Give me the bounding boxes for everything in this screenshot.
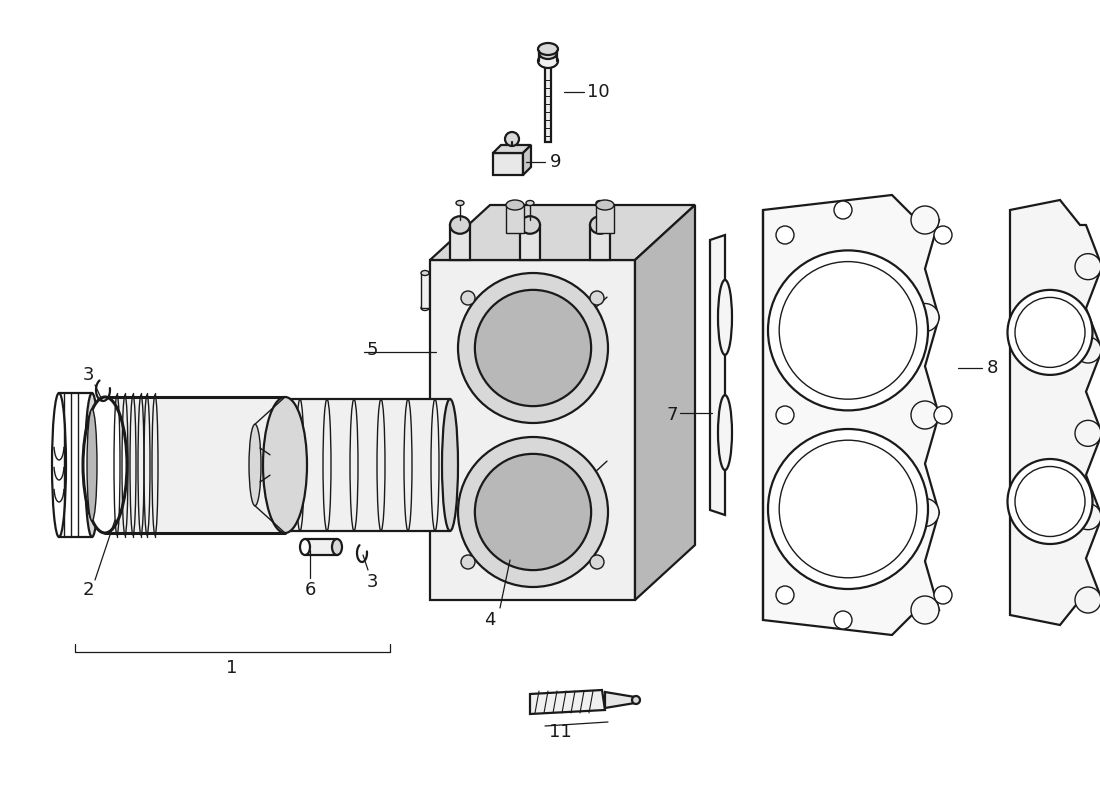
Polygon shape (450, 225, 470, 260)
Ellipse shape (442, 399, 458, 531)
Ellipse shape (538, 54, 558, 68)
Polygon shape (506, 205, 524, 233)
Ellipse shape (535, 235, 651, 351)
Ellipse shape (911, 303, 939, 331)
Polygon shape (530, 690, 605, 714)
Ellipse shape (590, 555, 604, 569)
Text: 8: 8 (987, 359, 998, 377)
Text: 7: 7 (667, 406, 678, 424)
Polygon shape (421, 273, 429, 308)
Polygon shape (596, 205, 614, 233)
Ellipse shape (475, 290, 591, 406)
Polygon shape (635, 205, 695, 600)
Ellipse shape (1008, 459, 1092, 544)
Ellipse shape (911, 498, 939, 526)
Ellipse shape (518, 382, 668, 532)
Ellipse shape (538, 43, 558, 55)
Polygon shape (59, 393, 92, 537)
Ellipse shape (421, 270, 429, 275)
Text: 1: 1 (227, 659, 238, 677)
Ellipse shape (768, 429, 928, 589)
Polygon shape (493, 145, 531, 153)
Text: 6: 6 (305, 581, 316, 599)
Ellipse shape (450, 216, 470, 234)
Text: 10: 10 (586, 83, 609, 101)
Polygon shape (522, 145, 531, 175)
Ellipse shape (520, 216, 540, 234)
Ellipse shape (911, 596, 939, 624)
Ellipse shape (263, 397, 307, 533)
Ellipse shape (934, 406, 952, 424)
Ellipse shape (52, 393, 66, 537)
Ellipse shape (456, 201, 464, 206)
Ellipse shape (87, 409, 97, 521)
Ellipse shape (596, 201, 604, 206)
Ellipse shape (934, 226, 952, 244)
Ellipse shape (776, 586, 794, 604)
Ellipse shape (458, 273, 608, 423)
Ellipse shape (475, 454, 591, 570)
Ellipse shape (1008, 290, 1092, 375)
Ellipse shape (461, 555, 475, 569)
Ellipse shape (461, 291, 475, 305)
Ellipse shape (776, 406, 794, 424)
Ellipse shape (590, 291, 604, 305)
Polygon shape (305, 539, 337, 555)
Ellipse shape (82, 397, 126, 533)
Ellipse shape (934, 586, 952, 604)
Polygon shape (763, 195, 939, 635)
Text: 9: 9 (550, 153, 562, 171)
Ellipse shape (458, 437, 608, 587)
Ellipse shape (421, 306, 429, 310)
Text: a passion for parts: a passion for parts (441, 412, 679, 528)
Text: 4: 4 (484, 611, 496, 629)
Ellipse shape (505, 132, 519, 146)
Ellipse shape (911, 206, 939, 234)
Ellipse shape (718, 280, 732, 355)
Polygon shape (590, 225, 610, 260)
Ellipse shape (1075, 254, 1100, 280)
Ellipse shape (526, 201, 534, 206)
Ellipse shape (776, 226, 794, 244)
Ellipse shape (834, 201, 852, 219)
Ellipse shape (332, 539, 342, 555)
Ellipse shape (1075, 337, 1100, 363)
Ellipse shape (518, 218, 668, 368)
Ellipse shape (1075, 420, 1100, 446)
Polygon shape (544, 67, 551, 142)
Polygon shape (605, 692, 635, 708)
Ellipse shape (539, 47, 557, 59)
Polygon shape (430, 205, 695, 260)
Ellipse shape (718, 395, 732, 470)
Ellipse shape (911, 401, 939, 429)
Text: 5: 5 (366, 341, 377, 359)
Text: 11: 11 (549, 723, 571, 741)
Ellipse shape (768, 250, 928, 410)
Polygon shape (1010, 200, 1100, 625)
Text: 3: 3 (82, 366, 94, 384)
Polygon shape (285, 399, 450, 531)
Polygon shape (520, 225, 540, 260)
Polygon shape (104, 397, 285, 533)
Ellipse shape (834, 611, 852, 629)
Ellipse shape (535, 399, 651, 515)
Ellipse shape (506, 200, 524, 210)
Ellipse shape (590, 216, 610, 234)
Polygon shape (430, 260, 635, 600)
Text: 3: 3 (366, 573, 377, 591)
Ellipse shape (249, 424, 261, 506)
Ellipse shape (85, 393, 99, 537)
Ellipse shape (632, 696, 640, 704)
Polygon shape (710, 235, 725, 515)
Ellipse shape (596, 200, 614, 210)
Polygon shape (493, 153, 522, 175)
Text: 2: 2 (82, 581, 94, 599)
Ellipse shape (1075, 504, 1100, 530)
Ellipse shape (1075, 587, 1100, 613)
Ellipse shape (300, 539, 310, 555)
